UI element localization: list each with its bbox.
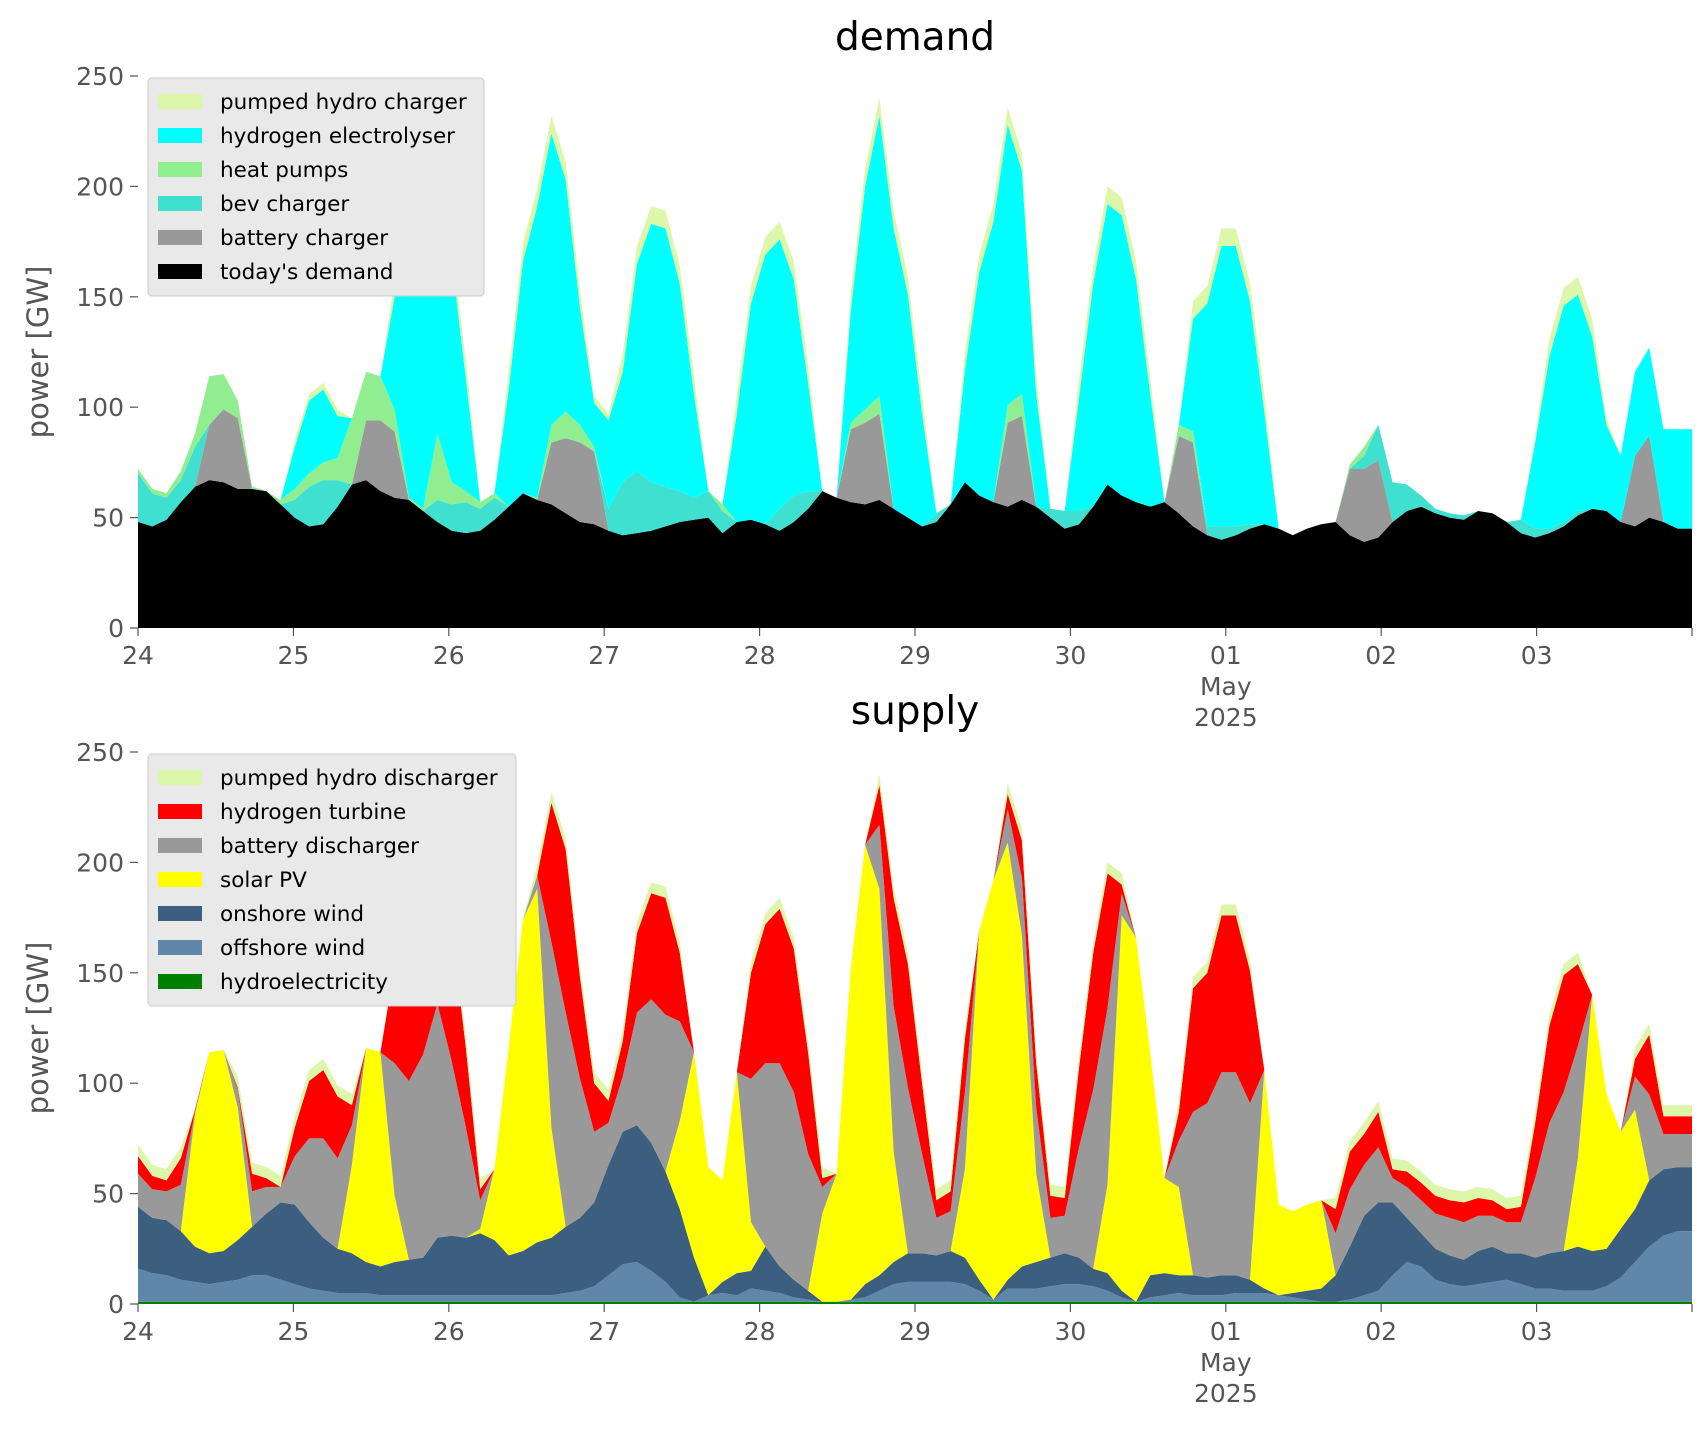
- y-tick-label: 100: [76, 393, 124, 422]
- legend-swatch: [158, 162, 202, 177]
- y-tick-label: 50: [92, 504, 124, 533]
- x-year-label: 2025: [1194, 1379, 1258, 1408]
- area-solar-pv: [138, 842, 1692, 1302]
- x-tick-label: 29: [899, 641, 931, 670]
- legend-label: hydrogen turbine: [220, 800, 406, 825]
- legend-label: heat pumps: [220, 158, 348, 183]
- legend-swatch: [158, 770, 202, 785]
- legend-swatch: [158, 974, 202, 989]
- x-month-label: May: [1200, 1348, 1252, 1377]
- legend: [147, 77, 485, 297]
- legend-swatch: [158, 804, 202, 819]
- x-tick-label: 26: [433, 1317, 465, 1346]
- y-axis-label: power [GW]: [21, 942, 55, 1115]
- legend-swatch: [158, 196, 202, 211]
- legend-swatch: [158, 230, 202, 245]
- x-tick-label: 24: [122, 641, 154, 670]
- legend-label: hydrogen electrolyser: [220, 124, 455, 149]
- y-tick-label: 0: [108, 1290, 124, 1319]
- x-year-label: 2025: [1194, 703, 1258, 732]
- legend-label: today's demand: [220, 260, 393, 285]
- legend-swatch: [158, 872, 202, 887]
- y-tick-label: 200: [76, 172, 124, 201]
- x-tick-label: 27: [588, 641, 620, 670]
- y-tick-label: 150: [76, 283, 124, 312]
- legend-swatch: [158, 940, 202, 955]
- chart-title: demand: [835, 15, 995, 60]
- y-tick-label: 250: [76, 62, 124, 91]
- legend-label: hydroelectricity: [220, 970, 388, 995]
- y-tick-label: 0: [108, 614, 124, 643]
- legend-swatch: [158, 94, 202, 109]
- legend-label: battery discharger: [220, 834, 419, 859]
- y-tick-label: 150: [76, 959, 124, 988]
- demand-panel: demand power [GW] 0 50 100 150 200 250 24 25 26 27 2…: [21, 15, 1693, 732]
- area-hydrogen-turbine: [138, 785, 1692, 1234]
- y-tick-label: 100: [76, 1069, 124, 1098]
- x-tick-label: 02: [1365, 641, 1397, 670]
- x-tick-label: 25: [277, 1317, 309, 1346]
- legend: [147, 753, 517, 1007]
- x-tick-label: 01: [1210, 641, 1242, 670]
- x-tick-label: 26: [433, 641, 465, 670]
- legend-label: pumped hydro discharger: [220, 766, 498, 791]
- area-battery-discharger: [138, 809, 1692, 1291]
- area-todays-demand: [138, 480, 1692, 628]
- legend-label: bev charger: [220, 192, 349, 217]
- x-tick-label: 27: [588, 1317, 620, 1346]
- x-month-label: May: [1200, 672, 1252, 701]
- legend-label: offshore wind: [220, 936, 365, 961]
- x-tick-label: 03: [1521, 641, 1553, 670]
- x-tick-label: 01: [1210, 1317, 1242, 1346]
- x-tick-label: 30: [1054, 1317, 1086, 1346]
- legend-swatch: [158, 128, 202, 143]
- legend-swatch: [158, 264, 202, 279]
- legend-swatch: [158, 906, 202, 921]
- x-tick-label: 25: [277, 641, 309, 670]
- x-tick-label: 02: [1365, 1317, 1397, 1346]
- x-tick-label: 28: [744, 641, 776, 670]
- x-tick-label: 30: [1054, 641, 1086, 670]
- legend-label: battery charger: [220, 226, 388, 251]
- supply-panel: supply power [GW] 0 50 100 150 200 250 24 25 26 27 2…: [21, 689, 1693, 1408]
- area-hydroelectricity: [138, 1301, 1692, 1304]
- legend-label: pumped hydro charger: [220, 90, 467, 115]
- x-tick-label: 03: [1521, 1317, 1553, 1346]
- y-axis-label: power [GW]: [21, 266, 55, 439]
- area-onshore-wind: [138, 1125, 1692, 1302]
- legend-label: solar PV: [220, 868, 307, 893]
- y-tick-label: 200: [76, 848, 124, 877]
- y-tick-label: 50: [92, 1180, 124, 1209]
- chart-title: supply: [851, 689, 979, 734]
- y-tick-label: 250: [76, 738, 124, 767]
- x-tick-label: 28: [744, 1317, 776, 1346]
- x-tick-label: 29: [899, 1317, 931, 1346]
- legend-swatch: [158, 838, 202, 853]
- legend-label: onshore wind: [220, 902, 364, 927]
- area-offshore-wind: [138, 1231, 1692, 1302]
- area-battery-charger: [138, 409, 1692, 542]
- area-hydrogen-electrolyser: [138, 115, 1692, 536]
- x-tick-label: 24: [122, 1317, 154, 1346]
- area-heat-pumps: [138, 371, 1692, 536]
